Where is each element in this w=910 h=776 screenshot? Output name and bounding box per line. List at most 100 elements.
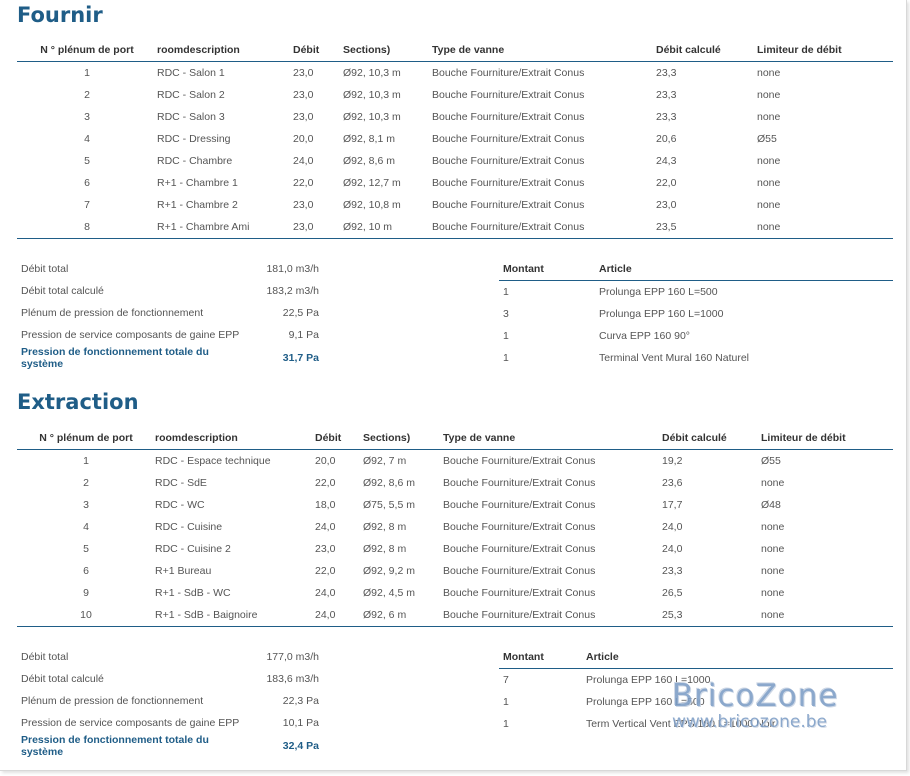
col-room: roomdescription xyxy=(157,39,293,62)
calc-cell: 23,3 xyxy=(656,67,677,79)
calc-cell: 26,5 xyxy=(662,587,683,599)
summary-value: 183,2 m3/h xyxy=(266,285,319,297)
limit-cell: none xyxy=(757,177,781,189)
sections-cell: Ø92, 4,5 m xyxy=(363,587,415,599)
room-cell: RDC - Chambre xyxy=(157,155,233,167)
room-cell: R+1 - Chambre Ami xyxy=(157,216,293,239)
limit-cell: none xyxy=(757,216,893,239)
fournir-header-row: N ° plénum de port roomdescription Débit… xyxy=(17,39,893,62)
calc-cell: 23,3 xyxy=(656,111,677,123)
limit-cell: none xyxy=(761,543,785,555)
summary-row: Plénum de pression de fonctionnement 22,3… xyxy=(21,690,319,712)
debit-cell: 23,0 xyxy=(293,89,314,101)
port-cell: 2 xyxy=(84,89,90,101)
debit-cell: 23,0 xyxy=(315,543,336,555)
sections-cell: Ø75, 5,5 m xyxy=(363,499,415,511)
col-qty: Montant xyxy=(499,258,595,281)
limit-cell: Ø55 xyxy=(757,133,777,145)
summary-label: Pression de service composants de gaine … xyxy=(21,717,240,729)
sections-cell: Ø92, 10,3 m xyxy=(343,111,401,123)
summary-value: 181,0 m3/h xyxy=(266,263,319,275)
calc-cell: 25,3 xyxy=(662,604,761,627)
debit-cell: 24,0 xyxy=(315,521,336,533)
qty-cell: 1 xyxy=(503,696,509,708)
port-cell: 3 xyxy=(84,111,90,123)
debit-cell: 23,0 xyxy=(293,199,314,211)
summary-label: Plénum de pression de fonctionnement xyxy=(21,307,204,319)
port-cell: 5 xyxy=(83,543,89,555)
room-cell: R+1 - Chambre 1 xyxy=(157,177,238,189)
calc-cell: 24,0 xyxy=(662,543,683,555)
calc-cell: 23,3 xyxy=(662,565,683,577)
limit-cell: none xyxy=(757,199,781,211)
extraction-header-row: N ° plénum de port roomdescription Débit… xyxy=(17,427,893,450)
limit-cell: Ø48 xyxy=(761,499,781,511)
summary-row: Pression de service composants de gaine … xyxy=(21,324,319,346)
summary-label: Pression de service composants de gaine … xyxy=(21,329,240,341)
article-row: 1 Prolunga EPP 160 L=500 xyxy=(499,281,893,304)
limit-cell: none xyxy=(761,587,785,599)
fournir-rows: 1 RDC - Salon 1 23,0 Ø92, 10,3 m Bouche Four… xyxy=(17,62,893,239)
extraction-table: N ° plénum de port roomdescription Débit… xyxy=(17,427,893,627)
article-cell: Term Vertical Vent EPS 160 L=1000 Noir xyxy=(586,718,776,730)
calc-cell: 24,3 xyxy=(656,155,677,167)
table-row: 9 R+1 - SdB - WC 24,0 Ø92, 4,5 m Bouche Four… xyxy=(17,582,893,604)
summary-row: Débit total 181,0 m3/h xyxy=(21,258,319,280)
col-type: Type de vanne xyxy=(443,427,662,450)
articles-header-row: Montant Article xyxy=(499,646,893,669)
table-row: 1 RDC - Espace technique 20,0 Ø92, 7 m Bouch… xyxy=(17,450,893,473)
type-cell: Bouche Fourniture/Extrait Conus xyxy=(443,455,596,467)
calc-cell: 23,6 xyxy=(662,477,683,489)
sections-cell: Ø92, 10 m xyxy=(343,216,432,239)
debit-cell: 20,0 xyxy=(315,455,336,467)
col-debit: Débit xyxy=(315,427,363,450)
table-row: 3 RDC - Salon 3 23,0 Ø92, 10,3 m Bouche Four… xyxy=(17,106,893,128)
fournir-title: Fournir xyxy=(17,3,103,27)
calc-cell: 17,7 xyxy=(662,499,683,511)
summary-row: Débit total calculé 183,6 m3/h xyxy=(21,668,319,690)
table-row: 6 R+1 Bureau 22,0 Ø92, 9,2 m Bouche Fournitu… xyxy=(17,560,893,582)
summary-value: 31,7 Pa xyxy=(282,352,319,364)
col-debit: Débit xyxy=(293,39,343,62)
type-cell: Bouche Fourniture/Extrait Conus xyxy=(443,477,596,489)
extraction-rows: 1 RDC - Espace technique 20,0 Ø92, 7 m Bouch… xyxy=(17,450,893,627)
debit-cell: 24,0 xyxy=(315,604,363,627)
summary-label: Débit total calculé xyxy=(21,673,104,685)
room-cell: R+1 - SdB - WC xyxy=(155,587,231,599)
type-cell: Bouche Fourniture/Extrait Conus xyxy=(432,111,585,123)
debit-cell: 23,0 xyxy=(293,67,314,79)
qty-cell: 1 xyxy=(503,286,509,298)
col-sections: Sections) xyxy=(343,39,432,62)
debit-cell: 23,0 xyxy=(293,111,314,123)
port-cell: 10 xyxy=(17,604,155,627)
debit-cell: 20,0 xyxy=(293,133,314,145)
summary-label: Débit total xyxy=(21,263,69,275)
room-cell: RDC - Espace technique xyxy=(155,455,271,467)
limit-cell: none xyxy=(757,89,781,101)
table-row: 5 RDC - Chambre 24,0 Ø92, 8,6 m Bouche Fourn… xyxy=(17,150,893,172)
type-cell: Bouche Fourniture/Extrait Conus xyxy=(443,604,662,627)
limit-cell: none xyxy=(761,604,893,627)
col-sections: Sections) xyxy=(363,427,443,450)
summary-label: Débit total xyxy=(21,651,69,663)
port-cell: 4 xyxy=(83,521,89,533)
room-cell: RDC - Salon 3 xyxy=(157,111,225,123)
summary-value: 10,1 Pa xyxy=(282,717,319,729)
table-row: 8 R+1 - Chambre Ami 23,0 Ø92, 10 m Bouche Fo… xyxy=(17,216,893,239)
port-cell: 8 xyxy=(17,216,157,239)
summary-value: 177,0 m3/h xyxy=(266,651,319,663)
sections-cell: Ø92, 8 m xyxy=(363,543,407,555)
sections-cell: Ø92, 8,1 m xyxy=(343,133,395,145)
sections-cell: Ø92, 10,8 m xyxy=(343,199,401,211)
type-cell: Bouche Fourniture/Extrait Conus xyxy=(443,543,596,555)
debit-cell: 23,0 xyxy=(293,216,343,239)
summary-row: Plénum de pression de fonctionnement 22,5… xyxy=(21,302,319,324)
qty-cell: 7 xyxy=(503,674,509,686)
sections-cell: Ø92, 8,6 m xyxy=(363,477,415,489)
summary-row: Débit total calculé 183,2 m3/h xyxy=(21,280,319,302)
fournir-table: N ° plénum de port roomdescription Débit… xyxy=(17,39,893,239)
type-cell: Bouche Fourniture/Extrait Conus xyxy=(432,67,585,79)
summary-value: 22,5 Pa xyxy=(282,307,319,319)
article-cell: Prolunga EPP 160 L=1000 xyxy=(599,308,724,320)
